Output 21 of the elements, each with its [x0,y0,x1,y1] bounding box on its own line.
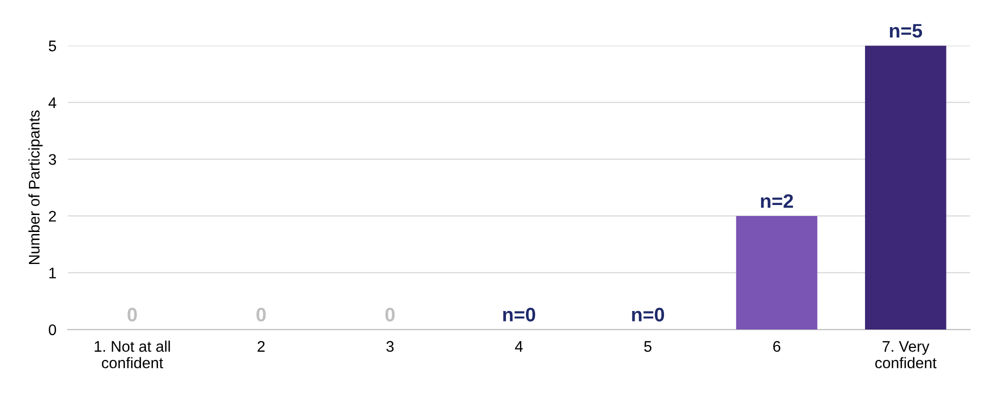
x-tick-label: 2 [258,341,265,352]
x-tick-label: 6 [773,341,780,352]
y-axis-title: Number of Participants [28,110,43,264]
data-label: n=0 [632,308,664,322]
y-tick-label: 4 [48,97,56,108]
y-tick-label: 3 [48,154,56,165]
x-tick-label: 1. Not at all confident [94,340,170,368]
y-tick-label: 1 [49,268,56,278]
y-tick-label: 5 [48,40,56,52]
x-tick-label: 7. Very confident [875,341,937,368]
y-tick-label: 2 [48,210,56,222]
y-tick-label: 0 [48,324,56,336]
x-tick-label: 3 [386,341,394,352]
data-label: n=0 [503,308,536,322]
data-label: 0 [385,308,395,322]
data-label: n=5 [890,24,922,38]
data-label: 0 [128,308,137,322]
x-tick-label: 4 [515,341,523,352]
data-label: 0 [256,308,266,322]
data-label: n=2 [760,194,793,208]
x-tick-label: 5 [644,341,652,352]
